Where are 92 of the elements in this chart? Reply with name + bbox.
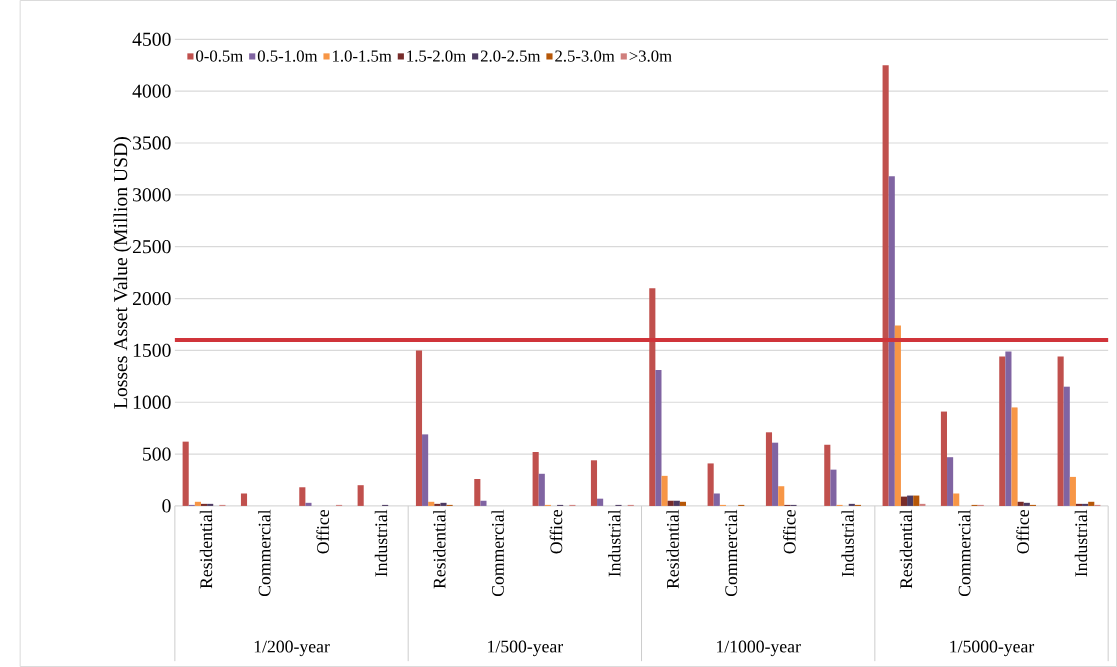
y-tick-label: 500 bbox=[143, 447, 171, 461]
bar bbox=[778, 486, 785, 506]
bar bbox=[953, 493, 960, 506]
text: 1/200-year bbox=[254, 640, 330, 657]
bar bbox=[1063, 386, 1070, 506]
bar bbox=[1017, 501, 1024, 506]
bar bbox=[440, 502, 447, 506]
bar bbox=[830, 469, 837, 506]
y-tick-label: 2500 bbox=[132, 240, 171, 254]
bar bbox=[947, 457, 954, 506]
legend-label: >3.0m bbox=[629, 50, 672, 62]
bar bbox=[772, 442, 779, 506]
text: 1/5000-year bbox=[950, 640, 1035, 657]
bar bbox=[1057, 356, 1064, 506]
x-tick-label: Commercial bbox=[958, 509, 971, 597]
y-tick-label: 0 bbox=[162, 499, 171, 513]
bar bbox=[207, 503, 214, 506]
bar bbox=[655, 370, 662, 506]
bar bbox=[200, 503, 208, 506]
bar bbox=[480, 500, 487, 506]
bar bbox=[422, 434, 429, 506]
x-tick-label: Office bbox=[549, 509, 563, 554]
bar bbox=[597, 498, 604, 506]
bar bbox=[649, 288, 656, 506]
legend-label: 1.5-2.0m bbox=[407, 50, 466, 62]
legend-label: 0-0.5m bbox=[196, 50, 243, 62]
bar bbox=[474, 478, 481, 506]
y-tick-label: 1500 bbox=[133, 343, 171, 357]
x-tick-label: Commercial bbox=[491, 509, 504, 597]
y-tick-label: 2000 bbox=[132, 291, 171, 306]
y-tick-label: 1000 bbox=[133, 395, 171, 409]
x-tick-label: Industrial bbox=[1074, 509, 1088, 577]
x-tick-label: Residential bbox=[666, 509, 679, 589]
bar bbox=[894, 325, 901, 506]
bar bbox=[667, 500, 674, 506]
x-tick-label: Office bbox=[783, 509, 796, 554]
x-tick-label: Residential bbox=[433, 509, 446, 589]
x-tick-label: Commercial bbox=[724, 509, 738, 597]
x-tick-label: Residential bbox=[899, 509, 913, 589]
x-tick-label: Office bbox=[316, 509, 329, 554]
bar bbox=[1069, 476, 1076, 506]
legend-label: 1.0-1.5m bbox=[333, 50, 392, 62]
bar bbox=[888, 176, 895, 506]
bar bbox=[900, 496, 908, 506]
bar bbox=[1075, 503, 1083, 506]
bar bbox=[590, 460, 598, 506]
y-tick-label: 3000 bbox=[133, 188, 171, 202]
y-tick-label: 4000 bbox=[132, 84, 171, 98]
bar bbox=[1005, 351, 1012, 506]
bar bbox=[707, 463, 714, 506]
x-tick-label: Industrial bbox=[608, 509, 621, 577]
x-tick-label: Industrial bbox=[841, 509, 854, 577]
bar bbox=[538, 473, 545, 506]
x-tick-label: Commercial bbox=[258, 509, 271, 597]
bar bbox=[824, 444, 831, 506]
bar bbox=[919, 503, 926, 506]
bar bbox=[882, 65, 889, 506]
y-tick-label: 4500 bbox=[132, 32, 171, 46]
x-tick-label: Office bbox=[1016, 509, 1029, 554]
bar bbox=[673, 500, 680, 506]
bar bbox=[848, 503, 855, 506]
bar bbox=[415, 350, 423, 506]
legend-label: 0.5-1.0m bbox=[257, 50, 318, 62]
bar bbox=[907, 495, 914, 506]
y-tick-label: 3500 bbox=[133, 136, 171, 150]
bar bbox=[679, 501, 686, 506]
bar bbox=[299, 487, 306, 506]
bar bbox=[913, 495, 920, 506]
bar bbox=[357, 485, 364, 506]
text: 1/1000-year bbox=[717, 640, 801, 657]
bar bbox=[940, 411, 948, 506]
text: 1/500-year bbox=[488, 640, 564, 657]
x-tick-label: Residential bbox=[199, 509, 213, 589]
legend-label: 2.0-2.5m bbox=[480, 50, 541, 62]
bar bbox=[765, 432, 773, 506]
legend-label: 2.5-3.0m bbox=[555, 50, 615, 62]
bar bbox=[713, 493, 720, 506]
bar bbox=[532, 451, 539, 506]
bar bbox=[428, 501, 435, 506]
bar bbox=[999, 356, 1006, 506]
bar bbox=[1023, 502, 1030, 506]
bar bbox=[240, 493, 248, 506]
bar bbox=[434, 503, 441, 506]
bar bbox=[194, 501, 201, 506]
x-tick-label: Industrial bbox=[374, 509, 388, 577]
bar bbox=[182, 441, 189, 506]
bar bbox=[1082, 503, 1089, 506]
bar bbox=[1011, 407, 1018, 506]
bar bbox=[305, 502, 312, 506]
bar bbox=[661, 475, 668, 506]
y-axis-title: Losses Asset Value (Million USD) bbox=[113, 137, 132, 409]
bar bbox=[1088, 501, 1095, 506]
